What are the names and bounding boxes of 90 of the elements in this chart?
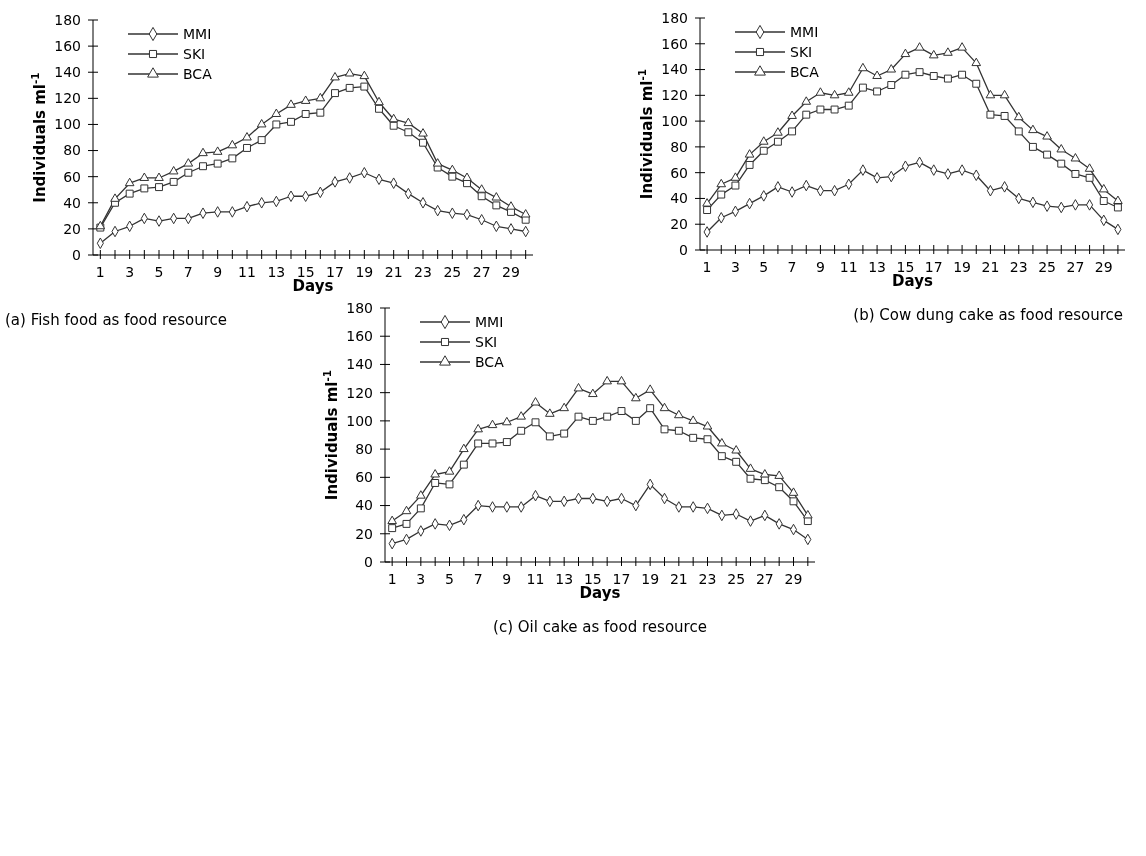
x-tick-label: 21 xyxy=(669,571,688,587)
x-tick-label: 29 xyxy=(502,264,520,280)
legend-label: BCA xyxy=(475,353,505,370)
y-tick-label: 120 xyxy=(661,87,688,104)
y-tick-label: 80 xyxy=(63,142,81,159)
x-tick-label: 23 xyxy=(414,264,432,280)
x-tick-label: 1 xyxy=(702,259,712,275)
y-tick-label: 140 xyxy=(661,61,688,78)
y-tick-label: 0 xyxy=(679,241,688,258)
y-tick-label: 140 xyxy=(346,356,373,373)
x-tick-label: 25 xyxy=(443,264,462,280)
x-tick-label: 9 xyxy=(815,259,825,275)
y-tick-label: 120 xyxy=(346,384,373,401)
x-tick-label: 13 xyxy=(555,571,574,587)
x-tick-label: 15 xyxy=(583,571,602,587)
y-tick-label: 140 xyxy=(54,64,81,81)
y-tick-label: 0 xyxy=(364,553,373,570)
x-tick-label: 9 xyxy=(502,571,512,587)
y-tick-label: 40 xyxy=(63,194,81,211)
y-tick-label: 120 xyxy=(54,90,81,107)
x-tick-label: 3 xyxy=(125,264,135,280)
x-tick-label: 11 xyxy=(526,571,545,587)
legend-label: BCA xyxy=(183,65,213,82)
x-tick-label: 13 xyxy=(267,264,286,280)
y-tick-label: 180 xyxy=(54,11,81,28)
x-tick-label: 7 xyxy=(787,259,797,275)
y-tick-label: 60 xyxy=(63,168,81,185)
y-tick-label: 20 xyxy=(355,525,373,542)
x-tick-label: 17 xyxy=(924,259,943,275)
y-tick-label: 100 xyxy=(346,412,373,429)
x-tick-label: 29 xyxy=(784,571,803,587)
x-tick-label: 15 xyxy=(296,264,315,280)
x-tick-label: 3 xyxy=(730,259,740,275)
y-tick-label: 160 xyxy=(661,35,688,52)
x-tick-label: 23 xyxy=(1009,259,1028,275)
legend-label: MMI xyxy=(183,25,212,42)
x-tick-label: 11 xyxy=(238,264,256,280)
x-tick-label: 25 xyxy=(727,571,746,587)
legend-label: MMI xyxy=(790,23,819,40)
x-tick-label: 5 xyxy=(759,259,769,275)
x-tick-label: 27 xyxy=(472,264,491,280)
y-tick-label: 160 xyxy=(54,38,81,55)
x-tick-label: 5 xyxy=(445,571,454,587)
x-tick-label: 25 xyxy=(1038,259,1056,275)
legend-label: SKI xyxy=(475,333,498,350)
y-tick-label: 40 xyxy=(355,497,373,514)
x-tick-label: 1 xyxy=(387,571,397,587)
x-tick-label: 21 xyxy=(384,264,403,280)
text: (b) Cow dung cake as food resource xyxy=(853,306,1123,324)
y-tick-label: 100 xyxy=(54,116,81,133)
y-tick-label: 80 xyxy=(670,138,688,155)
x-tick-label: 15 xyxy=(896,259,915,275)
y-tick-label: 180 xyxy=(661,9,688,26)
y-tick-label: 180 xyxy=(346,299,373,316)
y-tick-label: 60 xyxy=(355,469,373,486)
y-tick-label: 20 xyxy=(63,220,81,237)
x-tick-label: 17 xyxy=(326,264,344,280)
x-tick-label: 21 xyxy=(981,259,1000,275)
x-tick-label: 5 xyxy=(154,264,164,280)
legend-label: MMI xyxy=(475,313,504,330)
x-tick-label: 29 xyxy=(1094,259,1113,275)
text: (a) Fish food as food resource xyxy=(5,311,227,329)
x-tick-label: 7 xyxy=(183,264,193,280)
x-tick-label: 19 xyxy=(641,571,660,587)
y-tick-label: 160 xyxy=(346,328,373,345)
y-tick-label: 20 xyxy=(670,216,688,233)
legend-label: SKI xyxy=(790,43,813,60)
x-tick-label: 17 xyxy=(612,571,631,587)
x-tick-label: 27 xyxy=(755,571,774,587)
x-tick-label: 23 xyxy=(698,571,717,587)
x-axis-title: Days xyxy=(579,584,621,602)
x-tick-label: 3 xyxy=(416,571,426,587)
x-tick-label: 19 xyxy=(953,259,971,275)
y-tick-label: 0 xyxy=(72,246,81,263)
x-tick-label: 11 xyxy=(839,259,858,275)
x-tick-label: 27 xyxy=(1066,259,1085,275)
y-tick-label: 100 xyxy=(661,113,688,130)
y-tick-label: 60 xyxy=(670,164,688,181)
x-tick-label: 7 xyxy=(473,571,483,587)
legend-label: SKI xyxy=(183,45,206,62)
x-axis-title: Days xyxy=(892,272,933,290)
x-tick-label: 1 xyxy=(95,264,105,280)
x-axis-title: Days xyxy=(292,277,334,295)
x-tick-label: 13 xyxy=(868,259,886,275)
y-tick-label: 80 xyxy=(355,441,373,458)
legend-label: BCA xyxy=(790,63,820,80)
x-tick-label: 19 xyxy=(355,264,374,280)
x-tick-label: 9 xyxy=(213,264,223,280)
text: (c) Oil cake as food resource xyxy=(493,618,707,636)
y-tick-label: 40 xyxy=(670,190,688,207)
